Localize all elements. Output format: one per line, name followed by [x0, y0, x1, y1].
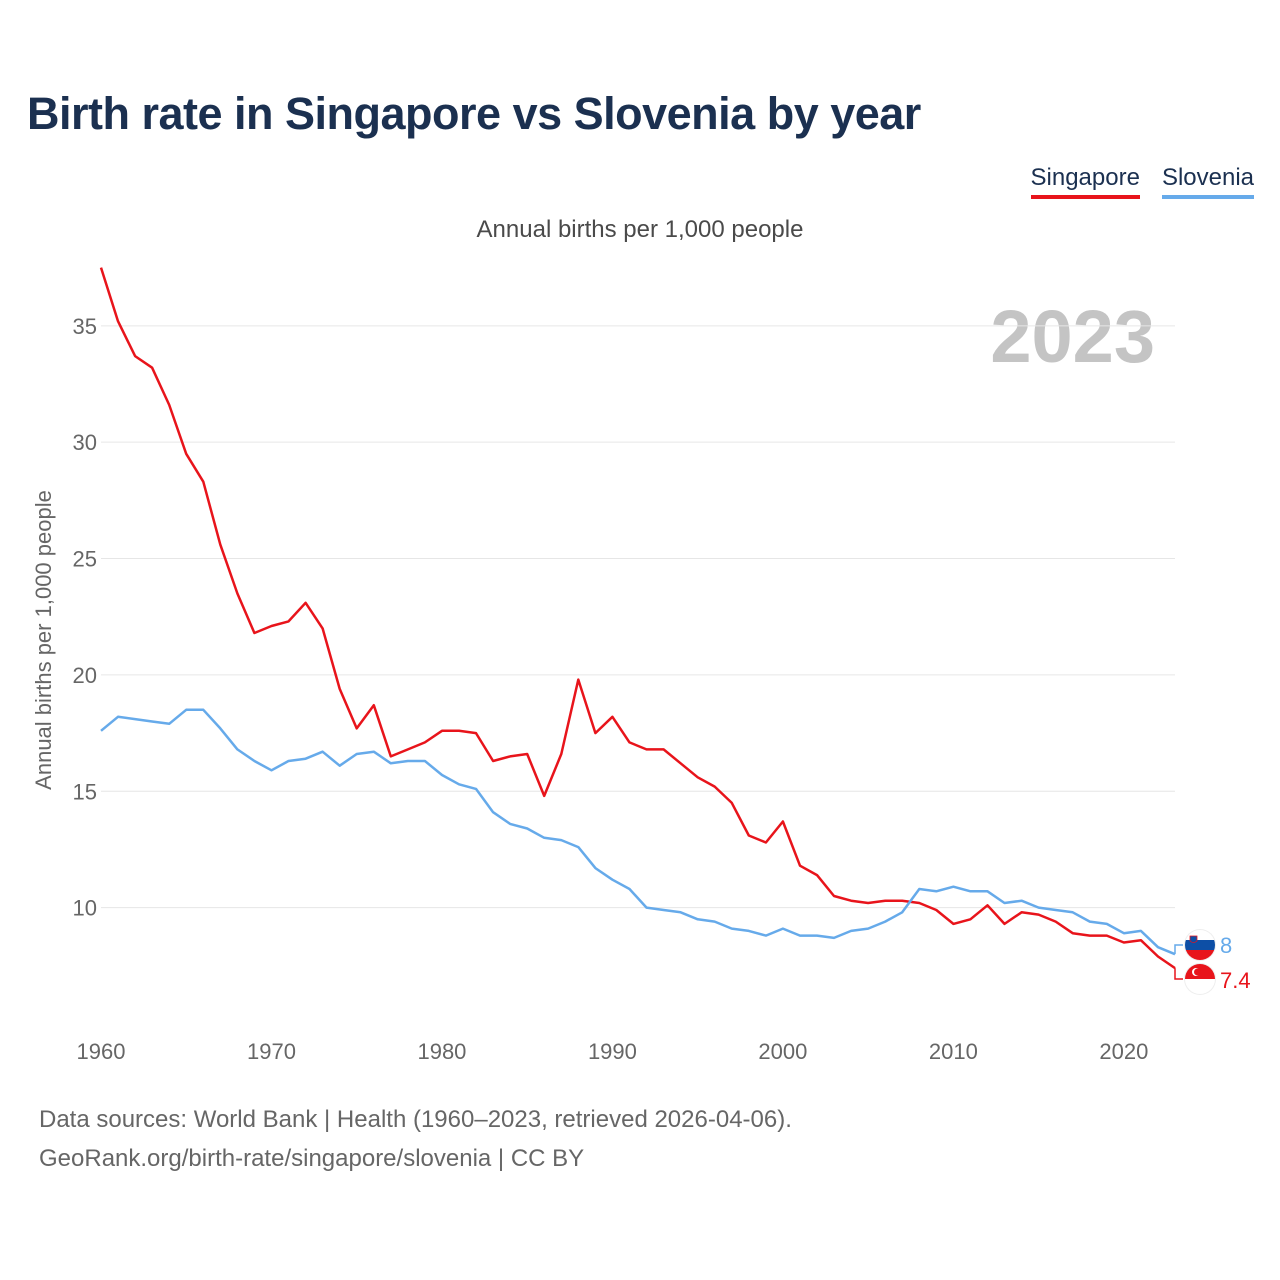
- x-tick-label-2000: 2000: [758, 1039, 807, 1064]
- slovenia-flag-shield: [1189, 935, 1198, 943]
- x-tick-label-1970: 1970: [247, 1039, 296, 1064]
- legend-item-slovenia[interactable]: Slovenia: [1161, 164, 1254, 199]
- x-tick-label-1990: 1990: [588, 1039, 637, 1064]
- legend: Singapore Slovenia: [1030, 164, 1254, 199]
- footer-sources: Data sources: World Bank | Health (1960–…: [39, 1106, 792, 1133]
- connector-slovenia: [1174, 944, 1183, 955]
- series-line-slovenia: [100, 708, 1176, 956]
- footer-attribution: GeoRank.org/birth-rate/singapore/sloveni…: [39, 1145, 585, 1172]
- legend-item-singapore[interactable]: Singapore: [1030, 164, 1140, 199]
- chart-subtitle: Annual births per 1,000 people: [476, 216, 804, 243]
- y-axis-label: Annual births per 1,000 people: [31, 490, 56, 790]
- y-tick-label-15: 15: [73, 779, 97, 804]
- singapore-flag-white: [1185, 979, 1215, 994]
- slovenia-flag-white: [1185, 930, 1215, 940]
- series-line-singapore: [99, 267, 1176, 970]
- x-tick-label-1960: 1960: [77, 1039, 126, 1064]
- y-tick-label-35: 35: [73, 314, 97, 339]
- year-watermark: 2023: [990, 295, 1155, 378]
- x-tick-label-1980: 1980: [417, 1039, 466, 1064]
- x-tick-label-2010: 2010: [929, 1039, 978, 1064]
- y-tick-label-30: 30: [73, 430, 97, 455]
- y-tick-label-25: 25: [73, 547, 97, 572]
- line-chart: 2023 10 15 20 25 30 35 1960 1970 1980 1990 2000 2010…: [31, 267, 1251, 1064]
- x-tick-label-2020: 2020: [1099, 1039, 1148, 1064]
- chart-title: Birth rate in Singapore vs Slovenia by y…: [27, 88, 921, 139]
- end-label-slovenia: 8: [1220, 933, 1232, 958]
- slovenia-flag-red: [1185, 950, 1215, 960]
- slovenia-flag-blue: [1185, 940, 1215, 950]
- y-tick-label-20: 20: [73, 663, 97, 688]
- connector-singapore: [1174, 968, 1183, 980]
- singapore-flag-crescent-cut: [1194, 968, 1201, 976]
- end-label-singapore: 7.4: [1220, 968, 1251, 993]
- y-tick-label-10: 10: [73, 896, 97, 921]
